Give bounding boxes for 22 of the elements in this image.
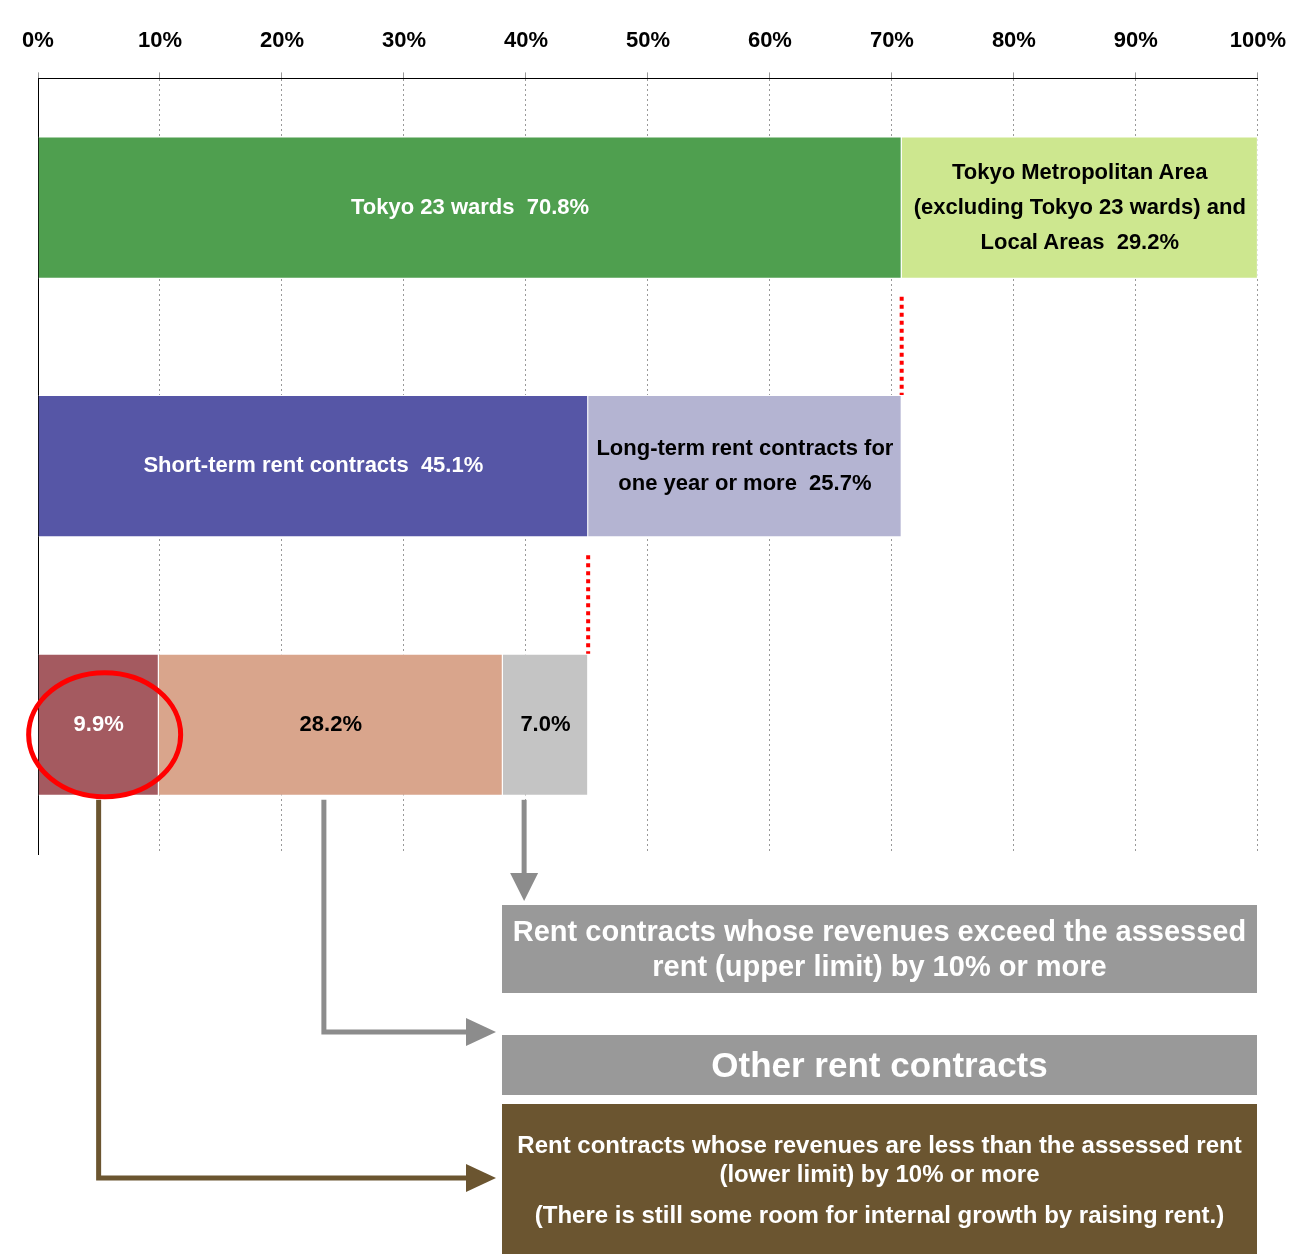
x-tick-label: 90% <box>1113 27 1158 53</box>
text: Short-term rent contracts 45.1% <box>143 452 484 478</box>
text: Other rent contracts <box>502 1035 1257 1095</box>
x-tick-label: 100% <box>1229 27 1287 53</box>
text: (There is still some room for internal growth by raising rent.) <box>533 1199 1226 1229</box>
x-tick-label: 80% <box>991 27 1036 53</box>
data-label: 7.0% <box>520 710 571 736</box>
x-tick-label: 60% <box>747 27 792 53</box>
x-tick-label: 70% <box>869 27 914 53</box>
text: Rent contracts whose revenues are less than the assessed rent (lower limit) by 10% or more <box>516 1129 1243 1188</box>
text: Tokyo Metropolitan Area (excluding Tokyo 23 wards) and Local Areas 29.2% <box>913 158 1246 254</box>
text: Long-term rent contracts for one year or more 25.7% <box>596 434 894 495</box>
x-tick-label: 20% <box>259 27 304 53</box>
x-tick-label: 0% <box>22 27 54 53</box>
x-tick-label: 10% <box>137 27 183 53</box>
data-label: 9.9% <box>73 710 124 736</box>
text: Rent contracts whose revenues exceed the assessed rent (upper limit) by 10% or more <box>502 905 1257 993</box>
x-tick-label: 30% <box>381 27 426 53</box>
text: Tokyo 23 wards 70.8% <box>351 193 590 219</box>
data-label: 28.2% <box>299 710 362 736</box>
x-tick-label: 40% <box>503 27 548 53</box>
x-tick-label: 50% <box>625 27 670 53</box>
